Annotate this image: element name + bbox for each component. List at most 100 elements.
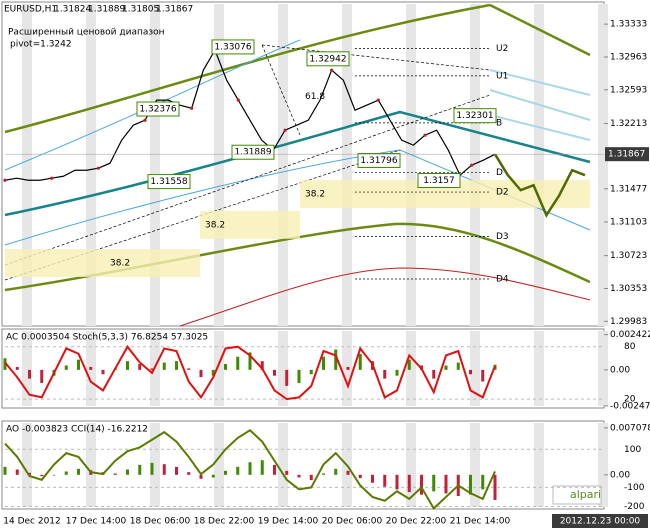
histogram-bar (432, 369, 436, 379)
price-label: 1.32942 (309, 54, 346, 64)
y2-tick-label: 20 (624, 395, 636, 405)
y-tick-label: 1.31103 (610, 217, 647, 227)
x-tick-label: 18 Dec 06:00 (130, 517, 191, 527)
upper-channel (489, 3, 591, 57)
price-point (423, 133, 427, 137)
histogram-bar (481, 474, 485, 490)
price-point (50, 176, 54, 180)
histogram-bar (199, 369, 203, 378)
session-band (214, 4, 224, 326)
x-tick-label: 14 Dec 2012 (3, 517, 61, 527)
price-label-box (136, 101, 180, 117)
histogram-bar (297, 474, 301, 478)
x-tick-label: 19 Dec 14:00 (258, 517, 319, 527)
price-label-box (211, 39, 255, 55)
histogram-bar (64, 471, 68, 475)
y-tick-label: 0.00 (610, 365, 630, 375)
y-tick-label: 1.32963 (610, 52, 647, 62)
histogram-bar (481, 369, 485, 382)
session-band (278, 423, 288, 507)
histogram-bar (199, 474, 203, 479)
session-band (150, 4, 160, 326)
histogram-bar (444, 365, 448, 370)
session-band (470, 331, 480, 406)
symbol: EURUSD,H1 (4, 5, 57, 15)
histogram-bar (3, 466, 7, 475)
histogram-bar (346, 470, 350, 475)
y-tick-label: 1.32213 (610, 119, 647, 129)
y-tick-label: 1.32593 (610, 85, 647, 95)
fib-zone (200, 210, 300, 239)
histogram-bar (358, 474, 362, 479)
pivot-label: U1 (496, 71, 508, 81)
histogram-bar (273, 464, 276, 475)
close: 1.31867 (156, 5, 193, 15)
histogram-bar (420, 474, 423, 495)
price-label: 1.31558 (150, 177, 187, 187)
high: 1.31889 (88, 5, 125, 15)
session-band (86, 423, 96, 507)
pivot-label: D4 (496, 274, 509, 284)
y-tick-label: 1.29983 (610, 317, 647, 327)
histogram-bar (64, 365, 68, 370)
price-point (376, 98, 380, 102)
session-band (534, 4, 544, 326)
histogram-bar (211, 474, 215, 478)
x-tick-label: 21 Dec 14:00 (450, 517, 511, 527)
session-band (214, 331, 224, 406)
session-band (86, 4, 96, 326)
session-band (470, 423, 480, 507)
histogram-bar (309, 474, 313, 481)
histogram-bar (493, 474, 497, 500)
y-tick-label: -0.002473 (610, 401, 650, 411)
histogram-bar (162, 362, 166, 370)
session-band (598, 331, 608, 406)
histogram-bar (383, 474, 387, 487)
y2-tick-label: 100 (624, 445, 641, 455)
y-tick-label: 1.31477 (610, 184, 647, 194)
y-tick-label: 0.00 (610, 470, 630, 480)
histogram-bar (150, 368, 154, 370)
middle-line (4, 110, 591, 217)
fib-label: 38.2 (305, 189, 325, 199)
fib-zone (5, 249, 200, 278)
histogram-bar (77, 468, 80, 475)
histogram-bar (248, 462, 252, 475)
x-tick-label: 20 Dec 06:00 (322, 517, 383, 527)
histogram-bar (322, 356, 325, 370)
histogram-bar (260, 361, 264, 370)
session-band (470, 4, 480, 326)
open: 1.31824 (54, 5, 91, 15)
histogram-bar (309, 369, 313, 375)
histogram-bar (28, 369, 31, 379)
histogram-bar (469, 474, 472, 495)
y-tick-label: 1.33333 (610, 20, 647, 30)
histogram-bar (126, 361, 129, 370)
histogram-bar (395, 474, 399, 490)
histogram-bar (432, 474, 436, 492)
price-label: 1.32376 (139, 105, 176, 115)
histogram-bar (395, 369, 399, 376)
session-band (22, 331, 32, 406)
histogram-bar (322, 473, 325, 475)
histogram-bar (273, 369, 276, 376)
y2-tick-label: 80 (624, 342, 636, 352)
note: Расширенный ценовой диапазон (8, 28, 165, 38)
session-band (406, 4, 416, 326)
histogram-bar (358, 353, 362, 370)
histogram-bar (187, 472, 191, 475)
histogram-bar (175, 466, 178, 475)
forecast-line (493, 153, 586, 218)
histogram-bar (28, 472, 31, 475)
histogram-bar (383, 369, 387, 379)
histogram-bar (297, 369, 301, 383)
histogram-bar (371, 474, 374, 483)
upper-channel (4, 3, 491, 134)
y2-tick-label: -100 (624, 483, 645, 493)
upper-band (4, 39, 301, 171)
panel-title: AO -0.003823 CCI(14) -16.2212 (6, 425, 148, 435)
histogram-bar (444, 474, 448, 494)
price-label-box (453, 108, 497, 124)
price-point (236, 98, 240, 102)
